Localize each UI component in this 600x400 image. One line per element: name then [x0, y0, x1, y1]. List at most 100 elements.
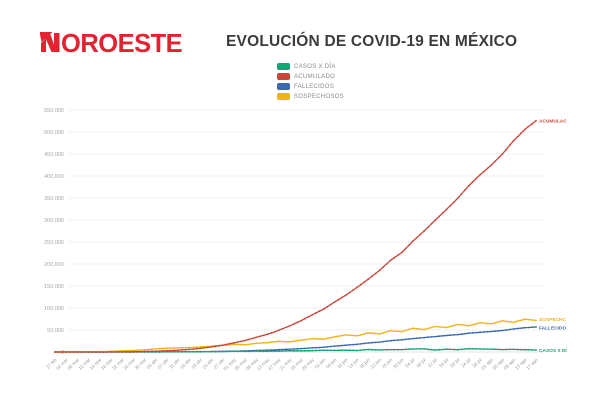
y-axis-label: 50,000	[47, 328, 64, 334]
series-marker	[303, 317, 306, 320]
page-title: EVOLUCIÓN DE COVID-19 EN MÉXICO	[226, 33, 518, 50]
series-marker	[516, 348, 519, 351]
series-marker	[218, 344, 221, 347]
series-marker	[326, 305, 329, 308]
series-marker	[505, 320, 508, 323]
y-axis-label: 450,000	[44, 152, 64, 158]
series-marker	[139, 349, 142, 351]
series-marker	[124, 350, 127, 353]
series-marker	[274, 350, 276, 352]
series-marker	[244, 350, 247, 353]
series-marker	[531, 122, 534, 125]
series-marker	[423, 348, 425, 350]
series-marker	[367, 332, 370, 334]
series-marker	[482, 170, 485, 173]
series-marker	[378, 333, 381, 335]
series-marker	[430, 348, 433, 351]
series-marker	[464, 348, 467, 350]
x-axis-label: 15 abr	[179, 357, 192, 370]
series-marker	[479, 173, 481, 176]
series-marker	[274, 330, 276, 333]
series-marker	[460, 333, 463, 336]
series-marker	[408, 328, 411, 331]
series-marker	[468, 347, 470, 350]
series-marker	[363, 281, 366, 283]
x-axis-label: 29 may	[301, 357, 316, 372]
series-marker	[166, 347, 168, 350]
series-marker	[277, 350, 280, 352]
series-marker	[300, 350, 302, 352]
series-line-3	[55, 318, 537, 353]
y-axis-label: 200,000	[44, 262, 64, 268]
series-marker	[449, 325, 452, 328]
series-marker	[497, 156, 500, 159]
legend-item-acumulado: ACUMULADO	[277, 72, 344, 81]
logo-stylized-n	[39, 32, 60, 52]
x-axis-label: 26 jun	[381, 357, 394, 370]
series-marker	[281, 327, 284, 330]
series-marker	[251, 337, 254, 340]
series-marker	[404, 348, 407, 351]
series-marker	[382, 332, 384, 334]
series-marker	[471, 332, 474, 334]
series-marker	[490, 323, 493, 325]
series-marker	[333, 349, 336, 352]
series-marker	[497, 329, 500, 332]
series-marker	[512, 328, 515, 330]
x-axis-label: 22 jun	[370, 357, 383, 370]
legend-swatch-green	[277, 63, 290, 70]
series-marker	[337, 349, 340, 352]
series-marker	[535, 319, 537, 322]
series-marker	[438, 215, 440, 218]
series-marker	[471, 323, 474, 326]
series-marker	[408, 244, 411, 246]
series-marker	[341, 334, 343, 337]
series-marker	[520, 327, 522, 329]
series-marker	[255, 336, 258, 339]
series-marker	[236, 341, 239, 343]
series-marker	[471, 181, 474, 183]
series-marker	[277, 340, 280, 343]
series-marker	[143, 348, 146, 351]
series-marker	[277, 329, 280, 332]
series-marker	[352, 334, 355, 337]
series-marker	[475, 322, 478, 325]
series-marker	[423, 230, 425, 232]
noroeste-logo-graphic: OROESTE	[39, 30, 183, 58]
series-marker	[188, 348, 191, 351]
series-marker	[356, 343, 358, 346]
series-marker	[166, 349, 168, 352]
series-marker	[523, 348, 526, 351]
series-marker	[348, 334, 351, 337]
series-marker	[359, 283, 362, 286]
series-end-label-0: CASOS X DÍ	[539, 346, 567, 354]
series-marker	[330, 349, 332, 352]
series-marker	[147, 350, 150, 353]
series-marker	[91, 351, 94, 353]
series-marker	[169, 349, 172, 352]
series-marker	[453, 201, 455, 203]
series-marker	[449, 334, 452, 337]
series-marker	[248, 350, 250, 353]
series-marker	[315, 312, 317, 314]
series-marker	[203, 347, 206, 349]
series-marker	[110, 351, 112, 353]
series-marker	[404, 338, 407, 341]
series-marker	[199, 347, 202, 350]
series-marker	[95, 351, 97, 353]
series-marker	[516, 136, 519, 138]
series-marker	[57, 351, 60, 353]
series-marker	[412, 337, 414, 340]
series-marker	[330, 345, 332, 348]
legend-label: ACUMULADO	[294, 73, 336, 80]
series-marker	[393, 339, 396, 342]
series-marker	[460, 324, 463, 326]
series-marker	[445, 334, 448, 337]
series-marker	[367, 342, 370, 344]
series-marker	[509, 144, 511, 147]
series-marker	[251, 350, 254, 353]
series-marker	[449, 204, 452, 207]
series-marker	[233, 343, 235, 346]
series-marker	[326, 337, 329, 340]
series-marker	[400, 338, 403, 341]
